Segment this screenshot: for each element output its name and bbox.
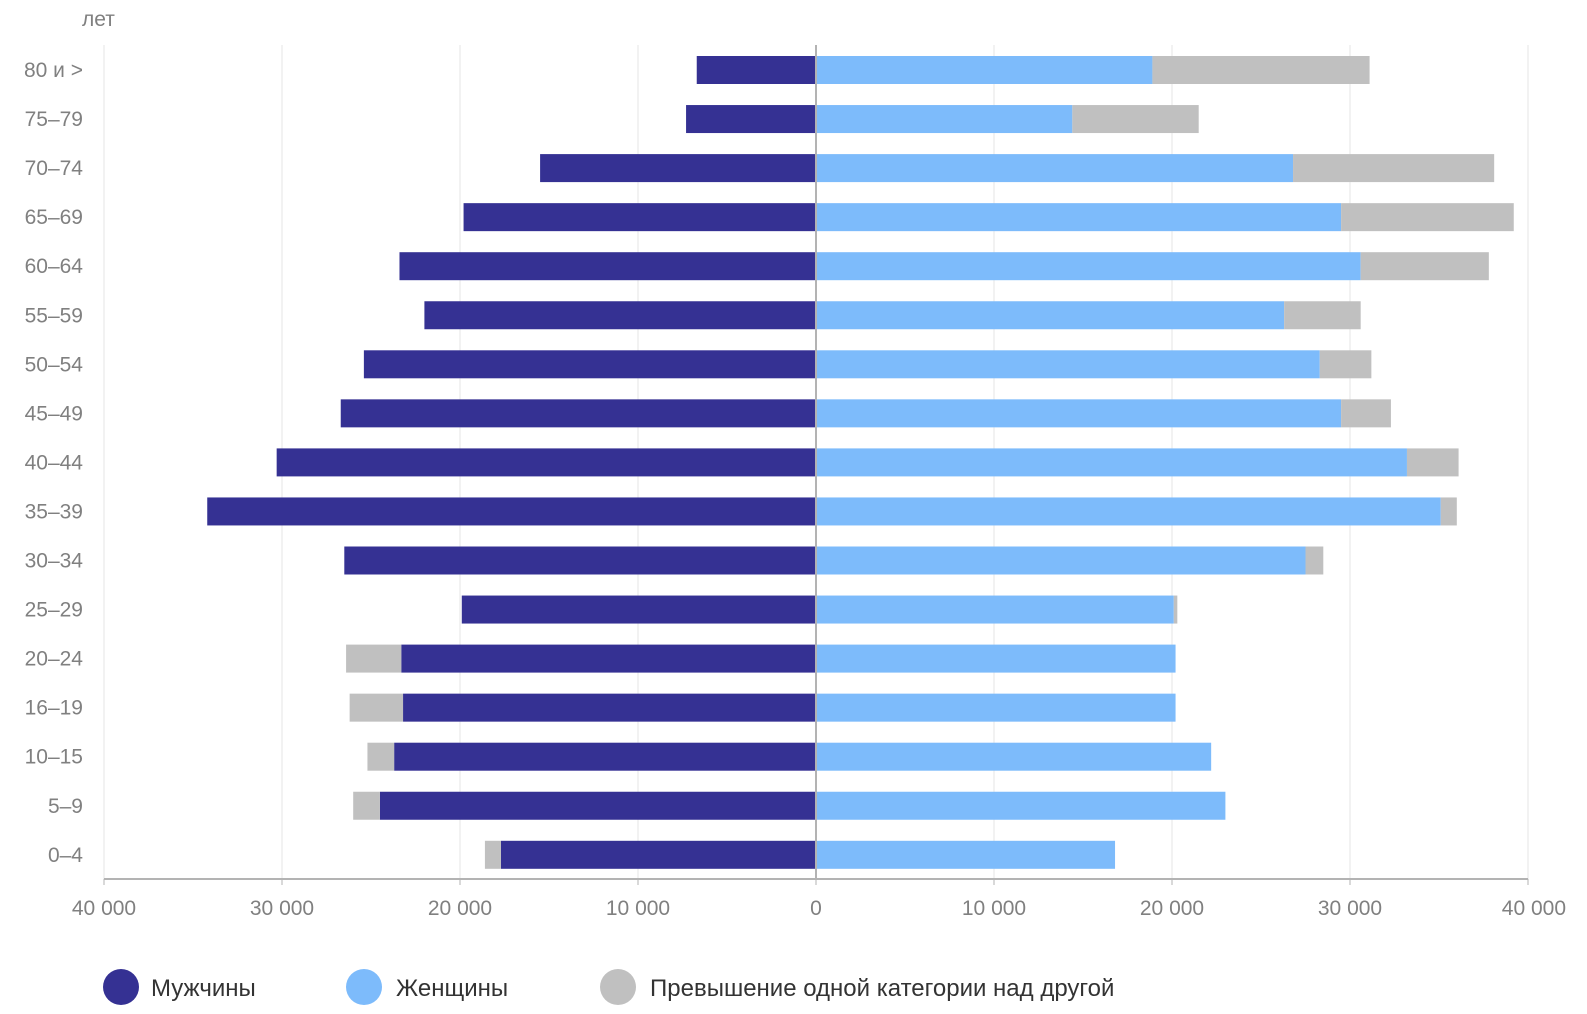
bar-male-6	[363, 350, 816, 379]
bar-excess-0	[1152, 56, 1370, 84]
bar-female-4	[816, 252, 1361, 281]
legend-swatch-female	[346, 969, 382, 1005]
bar-male-12	[401, 644, 816, 673]
y-tick-label-1: 75–79	[25, 108, 83, 131]
y-tick-label-16: 0–4	[48, 844, 83, 867]
y-tick-label-11: 25–29	[25, 599, 83, 622]
bar-female-2	[816, 154, 1294, 183]
y-tick-label-3: 65–69	[25, 206, 83, 229]
bar-male-3	[463, 203, 816, 232]
bar-excess-6	[1319, 350, 1372, 379]
bar-female-3	[816, 203, 1342, 232]
y-tick-label-6: 50–54	[25, 353, 84, 376]
bar-male-0	[696, 56, 816, 84]
bar-excess-16	[484, 840, 501, 869]
bar-female-14	[816, 742, 1212, 771]
y-tick-label-13: 16–19	[25, 697, 83, 720]
bar-male-7	[340, 399, 816, 428]
bar-excess-1	[1072, 105, 1199, 134]
bar-excess-11	[1173, 595, 1178, 624]
legend-label-female: Женщины	[396, 975, 508, 1002]
bar-female-16	[816, 840, 1116, 869]
bar-female-5	[816, 301, 1285, 330]
bar-male-8	[276, 448, 816, 477]
bar-female-15	[816, 791, 1226, 820]
bar-male-15	[379, 791, 816, 820]
bar-male-1	[686, 105, 816, 134]
bar-excess-9	[1440, 497, 1457, 526]
x-tick-label-4: 0	[810, 897, 822, 920]
legend-label-excess: Превышение одной категории над другой	[650, 975, 1114, 1002]
bar-excess-7	[1341, 399, 1391, 428]
y-tick-label-14: 10–15	[25, 746, 83, 769]
y-tick-label-2: 70–74	[25, 157, 84, 180]
bar-female-1	[816, 105, 1073, 134]
bar-male-14	[394, 742, 816, 771]
bar-female-9	[816, 497, 1441, 526]
bar-male-2	[540, 154, 816, 183]
x-tick-label-8: 40 000	[1502, 897, 1566, 920]
bar-female-10	[816, 546, 1306, 575]
bar-excess-5	[1284, 301, 1361, 330]
bar-excess-12	[346, 644, 402, 673]
x-tick-label-7: 30 000	[1318, 897, 1382, 920]
y-tick-label-8: 40–44	[25, 451, 84, 474]
bar-female-12	[816, 644, 1176, 673]
bar-female-6	[816, 350, 1320, 379]
bar-excess-10	[1305, 546, 1324, 575]
legend-item-female: Женщины	[346, 969, 508, 1005]
y-tick-label-12: 20–24	[25, 648, 84, 671]
bar-female-8	[816, 448, 1407, 477]
bar-excess-4	[1360, 252, 1489, 281]
y-tick-label-10: 30–34	[25, 550, 84, 573]
bar-excess-13	[349, 693, 404, 722]
legend-item-male: Мужчины	[103, 969, 256, 1005]
bars	[207, 56, 1514, 869]
bar-excess-2	[1293, 154, 1495, 183]
x-tick-label-5: 10 000	[962, 897, 1026, 920]
bar-excess-8	[1406, 448, 1459, 477]
y-tick-label-0: 80 и >	[24, 59, 83, 82]
bar-male-9	[207, 497, 817, 526]
bar-male-16	[500, 840, 816, 869]
x-tick-label-1: 30 000	[250, 897, 314, 920]
legend: Мужчины Женщины Превышение одной категор…	[103, 969, 1114, 1005]
y-tick-label-5: 55–59	[25, 304, 83, 327]
y-tick-labels: 80 и > 75–79 70–74 65–69 60–64 55–59 50–54 45–4…	[24, 59, 83, 867]
bar-female-7	[816, 399, 1342, 428]
x-tick-label-6: 20 000	[1140, 897, 1204, 920]
x-tick-label-3: 10 000	[606, 897, 670, 920]
legend-swatch-male	[103, 969, 139, 1005]
bar-female-0	[816, 56, 1153, 84]
legend-swatch-excess	[600, 969, 636, 1005]
bar-female-11	[816, 595, 1174, 624]
y-tick-label-4: 60–64	[25, 255, 84, 278]
x-tick-label-0: 40 000	[72, 897, 136, 920]
x-tick-labels: 40 000 30 000 20 000 10 000 0 10 000 20 000 30 …	[72, 879, 1566, 920]
y-tick-label-15: 5–9	[48, 795, 83, 818]
legend-item-excess: Превышение одной категории над другой	[600, 969, 1114, 1005]
y-tick-label-7: 45–49	[25, 402, 83, 425]
bar-excess-14	[367, 742, 395, 771]
bar-excess-3	[1341, 203, 1514, 232]
bar-male-5	[424, 301, 816, 330]
bar-female-13	[816, 693, 1176, 722]
bar-male-4	[399, 252, 816, 281]
bar-excess-15	[353, 791, 380, 820]
legend-label-male: Мужчины	[151, 975, 256, 1002]
bar-male-13	[403, 693, 816, 722]
y-axis-unit-label: лет	[82, 8, 115, 31]
bar-male-10	[344, 546, 816, 575]
bar-male-11	[461, 595, 816, 624]
x-tick-label-2: 20 000	[428, 897, 492, 920]
y-tick-label-9: 35–39	[25, 500, 83, 523]
